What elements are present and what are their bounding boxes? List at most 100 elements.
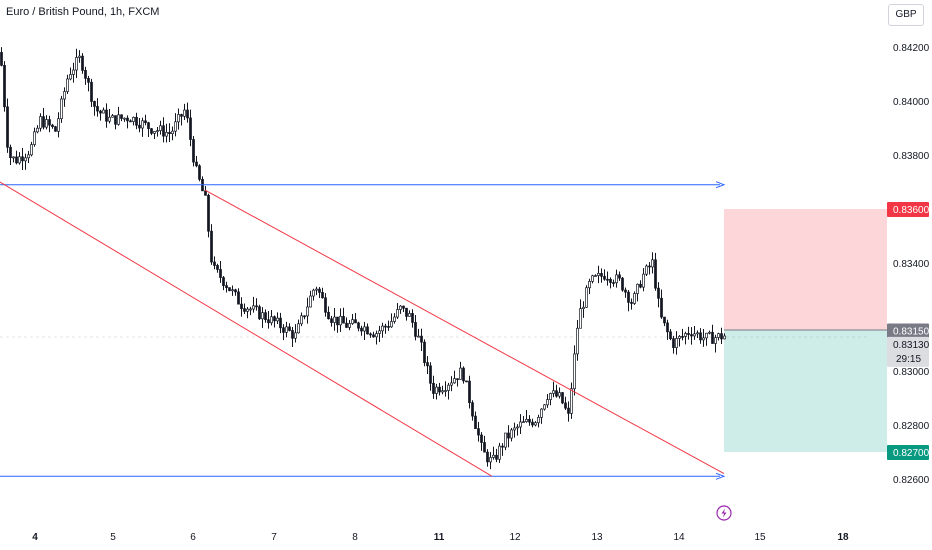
candle-body xyxy=(552,390,555,394)
candle-body xyxy=(153,131,156,134)
candle-body xyxy=(384,325,387,328)
candle-body xyxy=(72,69,75,75)
candle-body xyxy=(261,312,264,320)
candle-body xyxy=(276,317,279,322)
candle-body xyxy=(717,333,720,338)
candle-body xyxy=(294,332,297,339)
candle-body xyxy=(177,114,180,123)
price-tick-label: 0.84200 xyxy=(893,43,930,54)
candle-body xyxy=(336,316,339,326)
candle-body xyxy=(111,115,114,118)
price-axis[interactable]: 0.84200 0.84000 0.83800 0.83400 0.83000 0.828… xyxy=(887,43,930,486)
candle-body xyxy=(615,274,618,284)
candle-body xyxy=(75,57,78,71)
candle-body xyxy=(564,402,567,409)
candle-body xyxy=(159,125,162,131)
candle-body xyxy=(462,367,465,382)
candle-body xyxy=(312,289,315,297)
stop-price-tag-bg xyxy=(887,202,929,217)
candle-body xyxy=(48,119,51,126)
candle-body xyxy=(366,326,369,335)
candle-body xyxy=(285,326,288,333)
candle-body xyxy=(498,445,501,460)
candle-body xyxy=(633,293,636,304)
time-tick-label: 15 xyxy=(754,532,766,543)
lightning-icon[interactable] xyxy=(716,505,732,521)
time-tick-label: 4 xyxy=(32,532,38,543)
candle-body xyxy=(645,265,648,275)
candle-body xyxy=(363,326,366,332)
candle-body xyxy=(594,275,597,277)
candle-body xyxy=(204,190,207,196)
candle-body xyxy=(651,259,654,268)
time-tick-label: 12 xyxy=(509,532,521,543)
candle-body xyxy=(525,418,528,423)
candle-body xyxy=(165,131,168,137)
candle-body xyxy=(171,130,174,134)
candle-body xyxy=(162,125,165,137)
candle-body xyxy=(393,316,396,322)
time-axis[interactable]: 4 5 6 7 8 11 12 13 14 15 18 xyxy=(32,532,849,543)
candlestick-series xyxy=(0,47,726,470)
candle-body xyxy=(558,392,561,397)
candle-body xyxy=(141,120,144,129)
candle-body xyxy=(561,392,564,404)
reward-zone xyxy=(724,330,887,452)
candle-body xyxy=(606,278,609,281)
candle-body xyxy=(447,384,450,391)
candle-body xyxy=(570,388,573,414)
candle-body xyxy=(483,442,486,453)
candle-body xyxy=(306,306,309,317)
candle-body xyxy=(420,335,423,343)
candle-body xyxy=(537,417,540,424)
candle-body xyxy=(267,319,270,324)
candle-body xyxy=(273,316,276,322)
candle-body xyxy=(234,289,237,293)
candle-body xyxy=(348,323,351,328)
candle-body xyxy=(582,306,585,310)
candle-body xyxy=(39,116,42,129)
candle-body xyxy=(522,421,525,424)
target-price-tag: 0.82700 xyxy=(887,445,930,460)
candle-body xyxy=(60,98,63,120)
candle-body xyxy=(78,55,81,58)
candle-body xyxy=(474,415,477,429)
time-tick-label: 8 xyxy=(352,532,358,543)
candle-body xyxy=(492,454,495,458)
candle-body xyxy=(540,408,543,418)
candle-body xyxy=(42,116,45,128)
candle-body xyxy=(288,326,291,331)
candle-body xyxy=(612,282,615,284)
candle-body xyxy=(429,365,432,384)
symbol-title: Euro / British Pound, 1h, FXCM xyxy=(6,6,160,18)
candle-body xyxy=(591,275,594,282)
candle-body xyxy=(15,156,18,164)
candle-body xyxy=(240,303,243,309)
candle-body xyxy=(555,390,558,397)
current-price-tag-value: 0.83130 xyxy=(893,340,930,351)
candle-body xyxy=(621,277,624,291)
candle-body xyxy=(693,333,696,337)
candle-body xyxy=(219,269,222,278)
candle-body xyxy=(702,337,705,341)
drawings xyxy=(0,181,726,480)
entry-price-tag: 0.83150 xyxy=(887,323,930,339)
candle-body xyxy=(324,297,327,313)
candle-body xyxy=(168,131,171,134)
candle-body xyxy=(390,321,393,328)
short-position-tool[interactable] xyxy=(724,209,887,452)
current-price-tag: 0.83130 29:15 xyxy=(887,336,930,367)
candle-body xyxy=(453,378,456,384)
candle-body xyxy=(105,109,108,122)
currency-button[interactable]: GBP xyxy=(888,4,924,26)
candle-body xyxy=(54,126,57,132)
candle-body xyxy=(237,291,240,305)
candle-body xyxy=(435,386,438,394)
candle-body xyxy=(108,116,111,122)
candle-body xyxy=(243,308,246,312)
candle-body xyxy=(648,265,651,268)
entry-price-tag-bg xyxy=(887,323,929,339)
candle-body xyxy=(258,306,261,320)
candle-body xyxy=(186,109,189,119)
candle-body xyxy=(309,295,312,308)
